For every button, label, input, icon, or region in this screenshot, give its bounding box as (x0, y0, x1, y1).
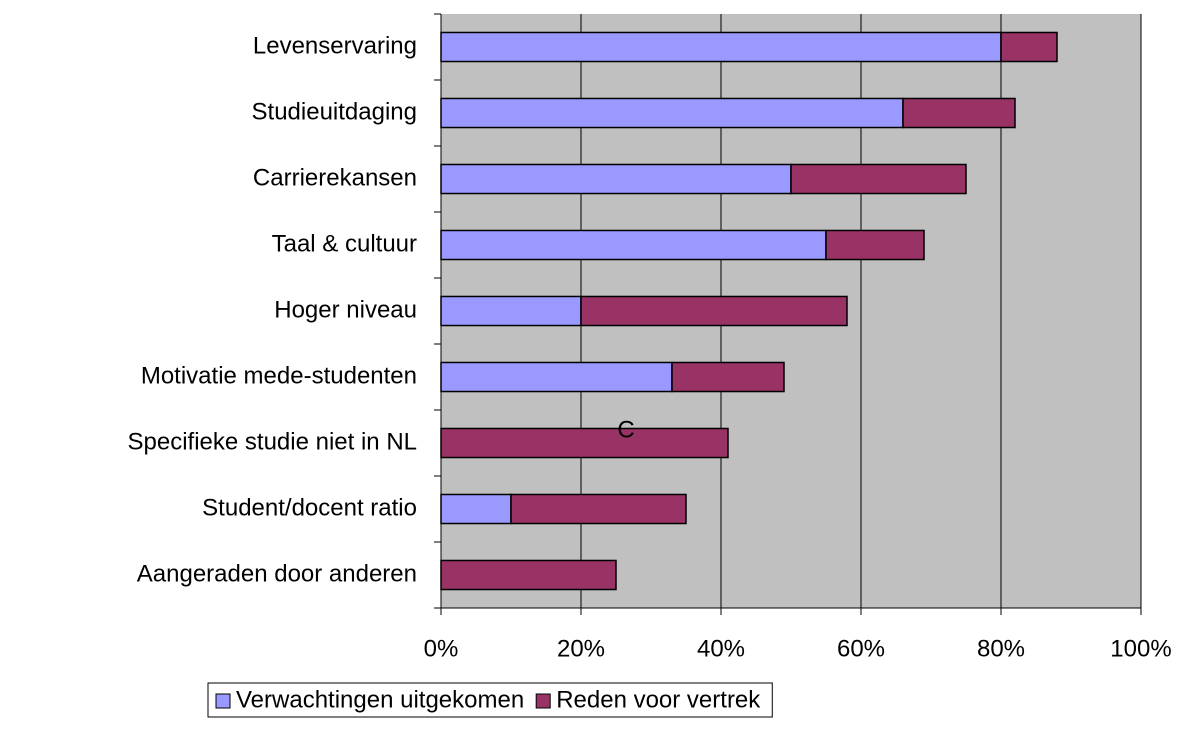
y-tick-label: Student/docent ratio (202, 494, 417, 521)
bar-segment (902, 97, 1016, 129)
x-tick-label: 20% (557, 635, 605, 662)
y-tick-label: Aangeraden door anderen (137, 560, 417, 587)
bar-segment (510, 493, 687, 525)
x-tick-label: 60% (837, 635, 885, 662)
bar-segment (440, 97, 904, 129)
bar-segment (440, 229, 827, 261)
bar-segment (440, 295, 582, 327)
legend-box (207, 682, 773, 718)
y-tick-label: Taal & cultuur (272, 230, 417, 257)
y-tick-label: Specifieke studie niet in NL (128, 428, 418, 455)
bar-segment (671, 361, 785, 393)
y-tick-label: Levenservaring (253, 32, 417, 59)
x-tick-label: 80% (977, 635, 1025, 662)
legend-swatch (535, 693, 551, 709)
y-tick-label: Carrierekansen (253, 164, 417, 191)
bar-segment (440, 427, 729, 459)
annotation: C (617, 416, 634, 443)
x-tick-label: 100% (1110, 635, 1171, 662)
bar-segment (440, 559, 617, 591)
y-tick-label: Studieuitdaging (252, 98, 417, 125)
bar-segment (440, 163, 792, 195)
bar-segment (1000, 31, 1058, 63)
legend-swatch (215, 693, 231, 709)
y-tick-label: Motivatie mede-studenten (141, 362, 417, 389)
bar-segment (440, 493, 512, 525)
x-tick-label: 0% (424, 635, 459, 662)
bar-segment (580, 295, 848, 327)
legend-label: Reden voor vertrek (556, 686, 761, 713)
bar-segment (440, 31, 1002, 63)
bar-segment (790, 163, 967, 195)
y-tick-label: Hoger niveau (274, 296, 417, 323)
legend-label: Verwachtingen uitgekomen (236, 686, 524, 713)
x-tick-label: 40% (697, 635, 745, 662)
bar-segment (440, 361, 673, 393)
bar-segment (825, 229, 925, 261)
